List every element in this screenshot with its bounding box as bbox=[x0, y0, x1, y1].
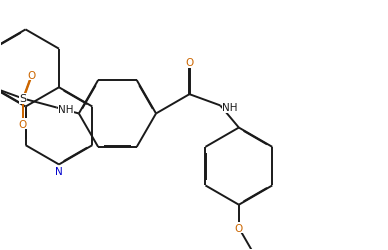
Text: O: O bbox=[28, 71, 36, 81]
Text: O: O bbox=[185, 58, 194, 68]
Text: NH: NH bbox=[222, 103, 238, 113]
Text: N: N bbox=[55, 167, 63, 177]
Text: O: O bbox=[235, 223, 243, 233]
Text: NH: NH bbox=[59, 105, 74, 115]
Text: S: S bbox=[19, 94, 26, 104]
Text: O: O bbox=[19, 119, 27, 129]
